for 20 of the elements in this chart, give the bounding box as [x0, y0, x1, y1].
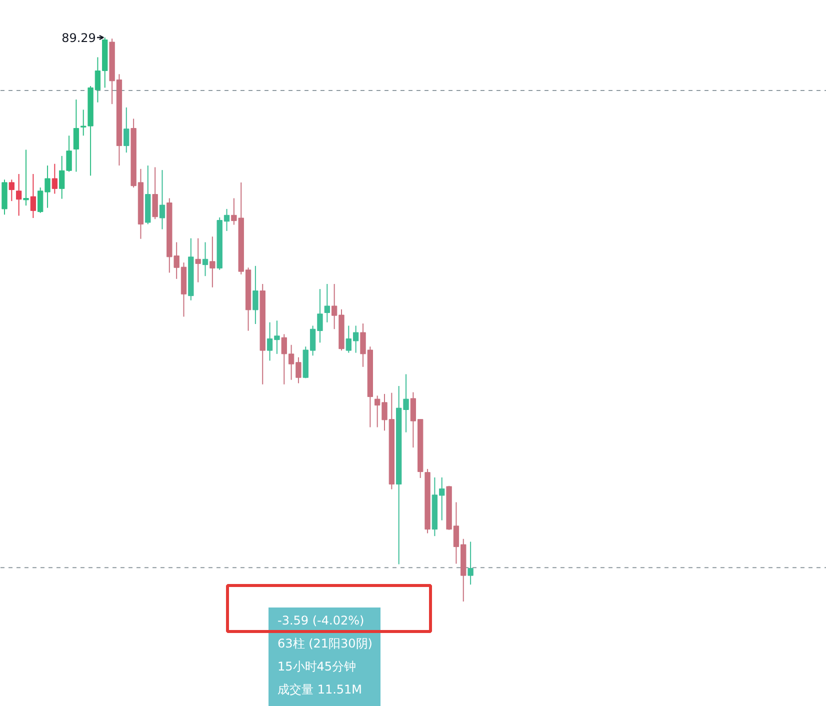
annotation: 89.29	[62, 31, 96, 45]
candlestick	[159, 170, 166, 230]
text: 63柱 (21阳30阴)	[278, 636, 372, 650]
text: 15小时45分钟	[278, 660, 356, 674]
candlestick	[324, 283, 330, 323]
candlestick	[73, 99, 80, 172]
candlestick	[195, 238, 201, 283]
candlestick	[252, 265, 258, 325]
candlestick	[124, 106, 130, 154]
candlestick	[202, 242, 208, 277]
candlestick	[152, 166, 158, 220]
candlestick	[16, 173, 22, 216]
candlestick	[210, 236, 216, 288]
candlestick	[8, 179, 14, 202]
candlestick	[30, 173, 36, 218]
text: 成交量 11.51M	[278, 682, 362, 696]
candlestick	[23, 149, 29, 206]
text: -3.59 (-4.02%)	[278, 614, 364, 628]
candlestick	[468, 541, 474, 586]
candlestick	[52, 163, 58, 194]
